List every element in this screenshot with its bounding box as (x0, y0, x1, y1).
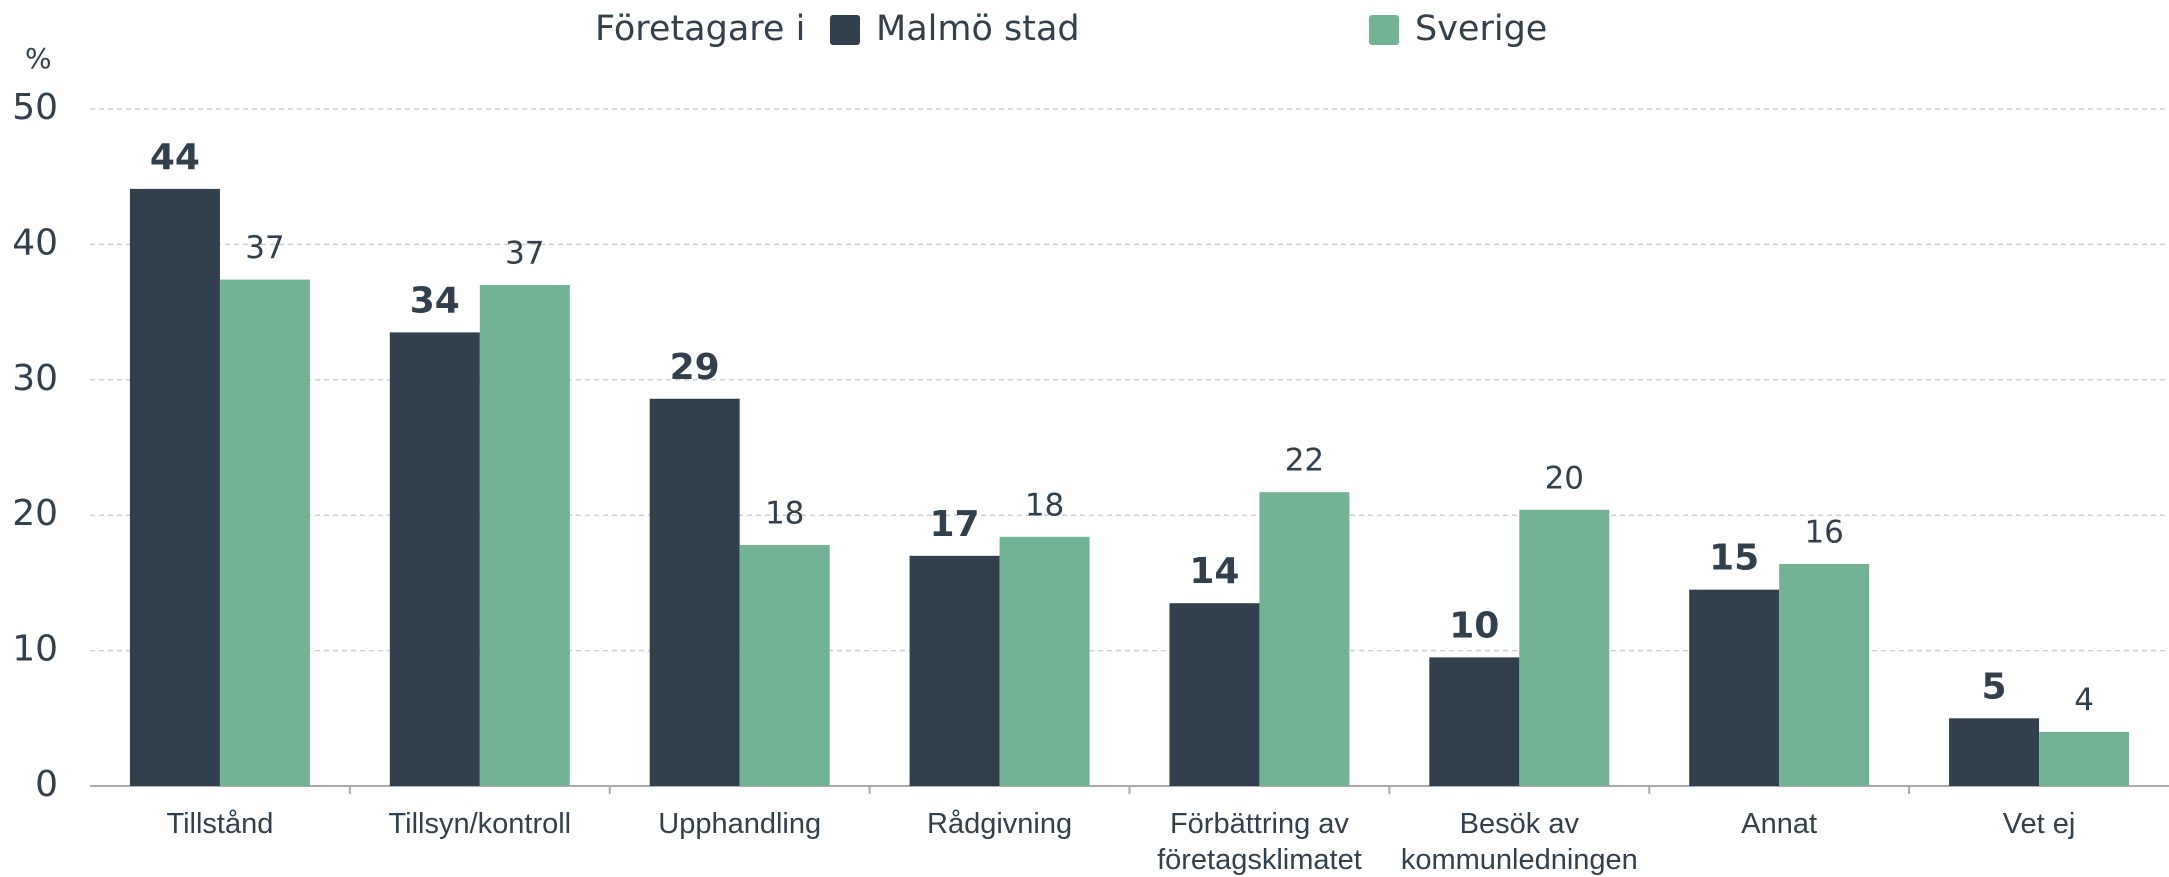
data-label: 14 (1189, 551, 1239, 592)
legend-swatch (1369, 15, 1399, 45)
x-tick-label: Tillsyn/kontroll (388, 808, 572, 840)
data-label: 10 (1449, 605, 1499, 646)
data-label: 18 (1025, 487, 1064, 523)
y-tick-label: 50 (12, 87, 58, 128)
legend-label: Sverige (1415, 9, 1547, 49)
data-label: 37 (245, 230, 284, 266)
bar (479, 285, 570, 786)
data-label: 29 (670, 347, 720, 388)
bar (1519, 509, 1610, 786)
y-tick-label: 10 (12, 629, 58, 670)
data-label: 20 (1545, 460, 1584, 496)
x-tick-label: Besök av kommunledningen (1400, 808, 1638, 876)
y-tick-label: 0 (35, 764, 58, 805)
legend-swatch (830, 15, 860, 45)
data-label: 4 (2074, 682, 2094, 718)
bar (2039, 731, 2130, 786)
y-axis-label: % (25, 42, 52, 75)
bar (389, 332, 480, 786)
data-label: 16 (1804, 514, 1843, 550)
data-label: 17 (930, 504, 980, 545)
y-tick-label: 30 (12, 358, 58, 399)
data-label: 34 (410, 280, 460, 321)
bar (1259, 492, 1350, 786)
data-label: 5 (1982, 666, 2007, 707)
x-tick-label: Tillstånd (166, 808, 274, 840)
x-tick-label: Annat (1741, 808, 1818, 840)
data-label: 22 (1285, 443, 1324, 479)
bar (1689, 589, 1780, 786)
data-label: 44 (150, 137, 200, 178)
bar (999, 536, 1090, 786)
bar (1779, 563, 1870, 786)
x-tick-label: Rådgivning (927, 808, 1073, 840)
bar (1169, 603, 1260, 786)
data-label: 15 (1709, 538, 1759, 579)
y-tick-label: 20 (12, 493, 58, 534)
bar (1429, 657, 1520, 786)
data-label: 18 (765, 495, 804, 531)
bar (129, 188, 220, 787)
data-label: 37 (505, 236, 544, 272)
bar (1949, 718, 2040, 786)
y-tick-label: 40 (12, 222, 58, 263)
bar (739, 544, 830, 786)
x-tick-label: Förbättring av företagsklimatet (1157, 808, 1362, 876)
legend-label: Malmö stad (876, 9, 1080, 49)
bar (219, 279, 310, 786)
legend-title: Företagare i (595, 9, 805, 49)
x-tick-label: Upphandling (658, 808, 822, 840)
x-tick-label: Vet ej (2002, 808, 2076, 840)
bar (649, 398, 740, 786)
bar (909, 555, 1000, 786)
